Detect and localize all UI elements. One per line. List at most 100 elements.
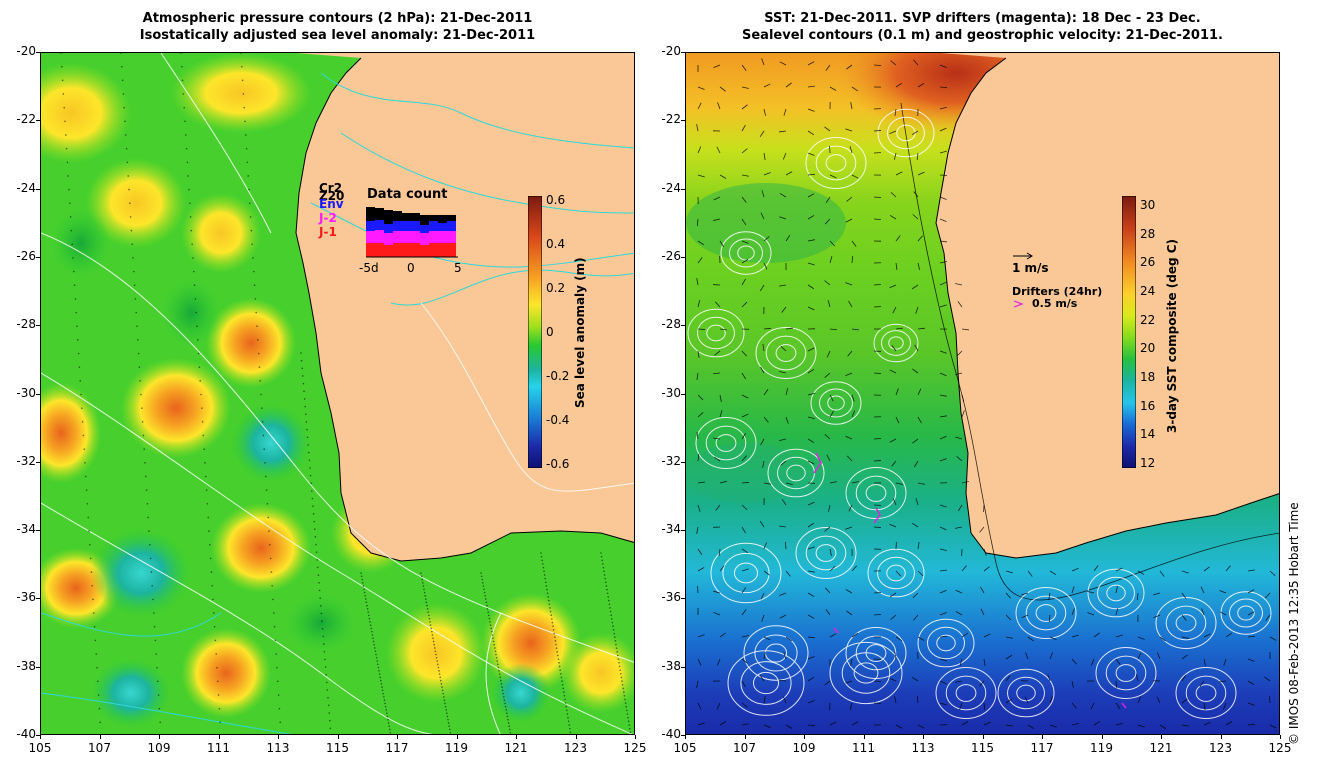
velocity-arrow: [851, 410, 856, 418]
track-dot: [449, 728, 451, 731]
track-dot: [602, 563, 604, 565]
right-y-tick-mark: [681, 188, 685, 190]
velocity-arrow: [851, 565, 857, 572]
velocity-arrow: [719, 240, 725, 248]
track-dot: [122, 93, 125, 95]
velocity-arrow: [911, 522, 919, 528]
right-y-tick-mark: [681, 530, 685, 532]
sealevel-contour: [715, 434, 737, 452]
track-dot: [186, 161, 189, 164]
velocity-arrow: [1223, 702, 1227, 710]
velocity-arrow: [1264, 676, 1271, 682]
velocity-arrow: [741, 174, 749, 177]
velocity-arrow: [1090, 658, 1095, 666]
velocity-arrow: [1247, 611, 1255, 616]
track-dot: [278, 707, 281, 710]
sealevel-contour: [827, 395, 845, 411]
velocity-arrow: [741, 240, 749, 244]
track-dot: [78, 366, 81, 368]
velocity-arrow: [781, 306, 787, 313]
track-dot: [129, 202, 131, 205]
velocity-arrow: [779, 525, 787, 528]
track-dot: [480, 572, 482, 574]
track-dot: [492, 637, 494, 639]
velocity-arrow: [827, 300, 831, 308]
right-y-tick-mark: [681, 666, 685, 668]
track-dot: [197, 339, 199, 341]
velocity-arrow: [759, 520, 765, 528]
velocity-arrow: [1181, 570, 1189, 574]
velocity-arrow: [824, 680, 831, 686]
track-dot: [624, 702, 627, 704]
track-dot: [318, 589, 321, 592]
track-dot: [86, 502, 89, 505]
velocity-arrow: [1247, 702, 1255, 706]
right-y-tick-label: -28: [661, 317, 681, 332]
track-dot: [216, 666, 218, 669]
track-dot: [125, 134, 127, 136]
velocity-arrow: [939, 526, 947, 531]
velocity-arrow: [1181, 636, 1189, 639]
velocity-arrow: [741, 548, 749, 554]
track-dot: [603, 574, 606, 576]
track-dot: [88, 530, 90, 532]
velocity-arrow: [1115, 722, 1123, 726]
track-dot: [482, 585, 485, 587]
velocity-arrow: [917, 171, 925, 176]
track-dot: [253, 270, 255, 273]
velocity-arrow: [779, 371, 787, 374]
velocity-arrow: [697, 86, 705, 90]
track-dot: [421, 578, 424, 581]
histogram-bar: [375, 230, 384, 243]
track-dot: [623, 694, 626, 697]
track-dot: [127, 175, 129, 177]
track-dot: [269, 557, 272, 560]
velocity-arrow: [785, 416, 789, 424]
track-dot: [501, 686, 503, 688]
track-dot: [427, 611, 430, 613]
velocity-arrow: [917, 724, 925, 729]
track-dot: [218, 707, 221, 710]
left-y-tick-label: -26: [16, 248, 36, 263]
left-y-tick-mark: [36, 256, 40, 258]
velocity-arrow: [1005, 570, 1013, 574]
velocity-arrow: [939, 435, 947, 440]
track-dot: [614, 636, 616, 638]
histogram-bar: [393, 211, 402, 221]
left-x-tick-label: 109: [147, 741, 171, 755]
track-dot: [368, 617, 371, 620]
sealevel-contour: [733, 562, 759, 584]
velocity-arrow: [1269, 636, 1277, 641]
track-dot: [185, 134, 187, 136]
velocity-arrow: [741, 658, 748, 664]
velocity-arrow: [696, 432, 699, 440]
sealevel-contour: [805, 137, 867, 189]
track-dot: [447, 718, 449, 721]
track-dot: [211, 584, 213, 587]
track-dot: [369, 624, 372, 626]
velocity-arrow: [785, 388, 789, 396]
velocity-arrow: [807, 284, 815, 290]
track-dot: [317, 574, 320, 576]
track-dot: [320, 604, 322, 607]
track-dot: [503, 699, 506, 701]
track-dot: [304, 405, 307, 408]
velocity-arrow: [939, 636, 948, 638]
velocity-arrow: [1156, 696, 1161, 704]
sea-level-colorbar-tick: -0.2: [546, 369, 570, 383]
velocity-arrow: [1203, 658, 1206, 666]
velocity-arrow: [1201, 608, 1205, 616]
track-dot: [386, 715, 389, 718]
velocity-arrow: [939, 702, 947, 706]
velocity-arrow: [763, 416, 769, 423]
track-dot: [435, 656, 438, 659]
velocity-arrow: [807, 438, 815, 444]
velocity-arrow: [1027, 636, 1034, 642]
velocity-arrow: [980, 586, 985, 594]
track-dot: [380, 683, 383, 685]
velocity-arrow: [785, 541, 787, 550]
velocity-arrow: [761, 58, 765, 66]
left-x-tick-mark: [516, 735, 517, 739]
sealevel-contour: [1155, 597, 1217, 649]
track-dot: [496, 660, 499, 662]
